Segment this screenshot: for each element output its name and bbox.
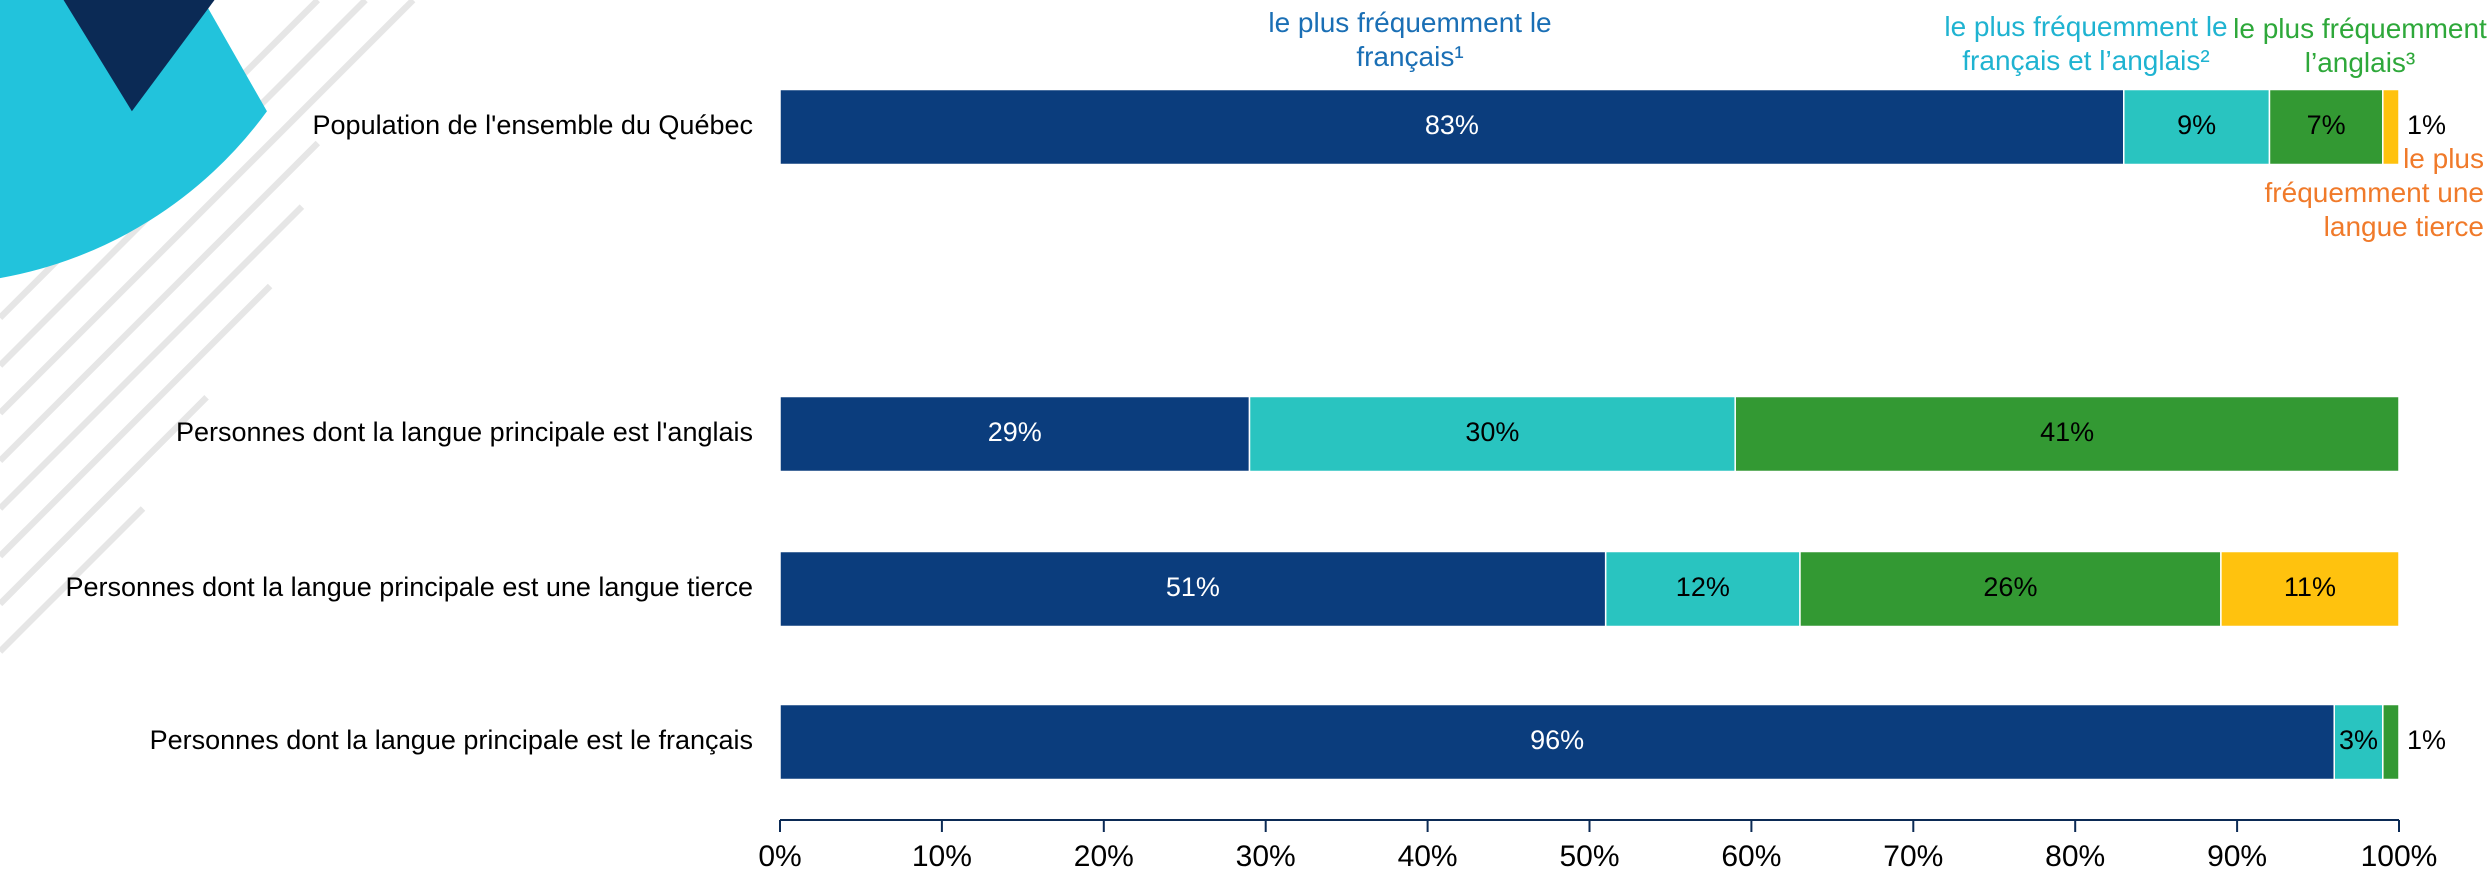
bar-segment [2333, 703, 2384, 781]
value-label: 12% [1676, 572, 1730, 602]
category-label: Personnes dont la langue principale est … [150, 725, 753, 755]
x-tick-label: 30% [1236, 840, 1296, 873]
bar-segment [779, 550, 1607, 628]
value-label: 29% [988, 417, 1042, 447]
value-label: 1% [2407, 110, 2446, 140]
bar-segment [2382, 88, 2400, 166]
value-label: 3% [2339, 725, 2378, 755]
bar-segment [2268, 88, 2384, 166]
x-tick-label: 40% [1398, 840, 1458, 873]
bar-segment [1799, 550, 2222, 628]
category-label: Personnes dont la langue principale est … [176, 417, 753, 447]
legend-label: le plus fréquemment le français et l’ang… [1944, 11, 2228, 76]
navy-shape [63, 0, 215, 112]
bar-segment [779, 395, 1251, 473]
x-tick-label: 100% [2361, 840, 2438, 873]
x-tick-label: 20% [1074, 840, 1134, 873]
value-label: 7% [2307, 110, 2346, 140]
value-label: 1% [2407, 725, 2446, 755]
x-tick-label: 0% [758, 840, 801, 873]
value-label: 11% [2284, 572, 2336, 602]
cyan-shape [0, 0, 267, 279]
legend-label: le plus fréquemment l’anglais³ [2233, 13, 2487, 78]
bar-segment [2382, 703, 2400, 781]
value-label: 30% [1465, 417, 1519, 447]
bar-segment [1248, 395, 1736, 473]
x-tick-label: 90% [2207, 840, 2267, 873]
category-label: Personnes dont la langue principale est … [66, 572, 753, 602]
decoration [0, 0, 416, 654]
category-label: Population de l'ensemble du Québec [313, 110, 753, 140]
x-tick-label: 50% [1559, 840, 1619, 873]
bar-segment [2220, 550, 2400, 628]
bar-segment [1734, 395, 2400, 473]
legend-label: le plus fréquemment le français¹ [1268, 7, 1552, 72]
x-tick-label: 60% [1721, 840, 1781, 873]
bar-segment [1604, 550, 1801, 628]
value-label: 83% [1425, 110, 1479, 140]
value-label: 26% [1983, 572, 2037, 602]
x-tick-label: 70% [1883, 840, 1943, 873]
x-tick-label: 80% [2045, 840, 2105, 873]
x-tick-label: 10% [912, 840, 972, 873]
value-label: 51% [1166, 572, 1220, 602]
stripes [0, 0, 416, 654]
value-label: 41% [2040, 417, 2094, 447]
legend-label: le plus fréquemment une langue tierce [2264, 143, 2484, 242]
value-label: 96% [1530, 725, 1584, 755]
value-label: 9% [2177, 110, 2216, 140]
